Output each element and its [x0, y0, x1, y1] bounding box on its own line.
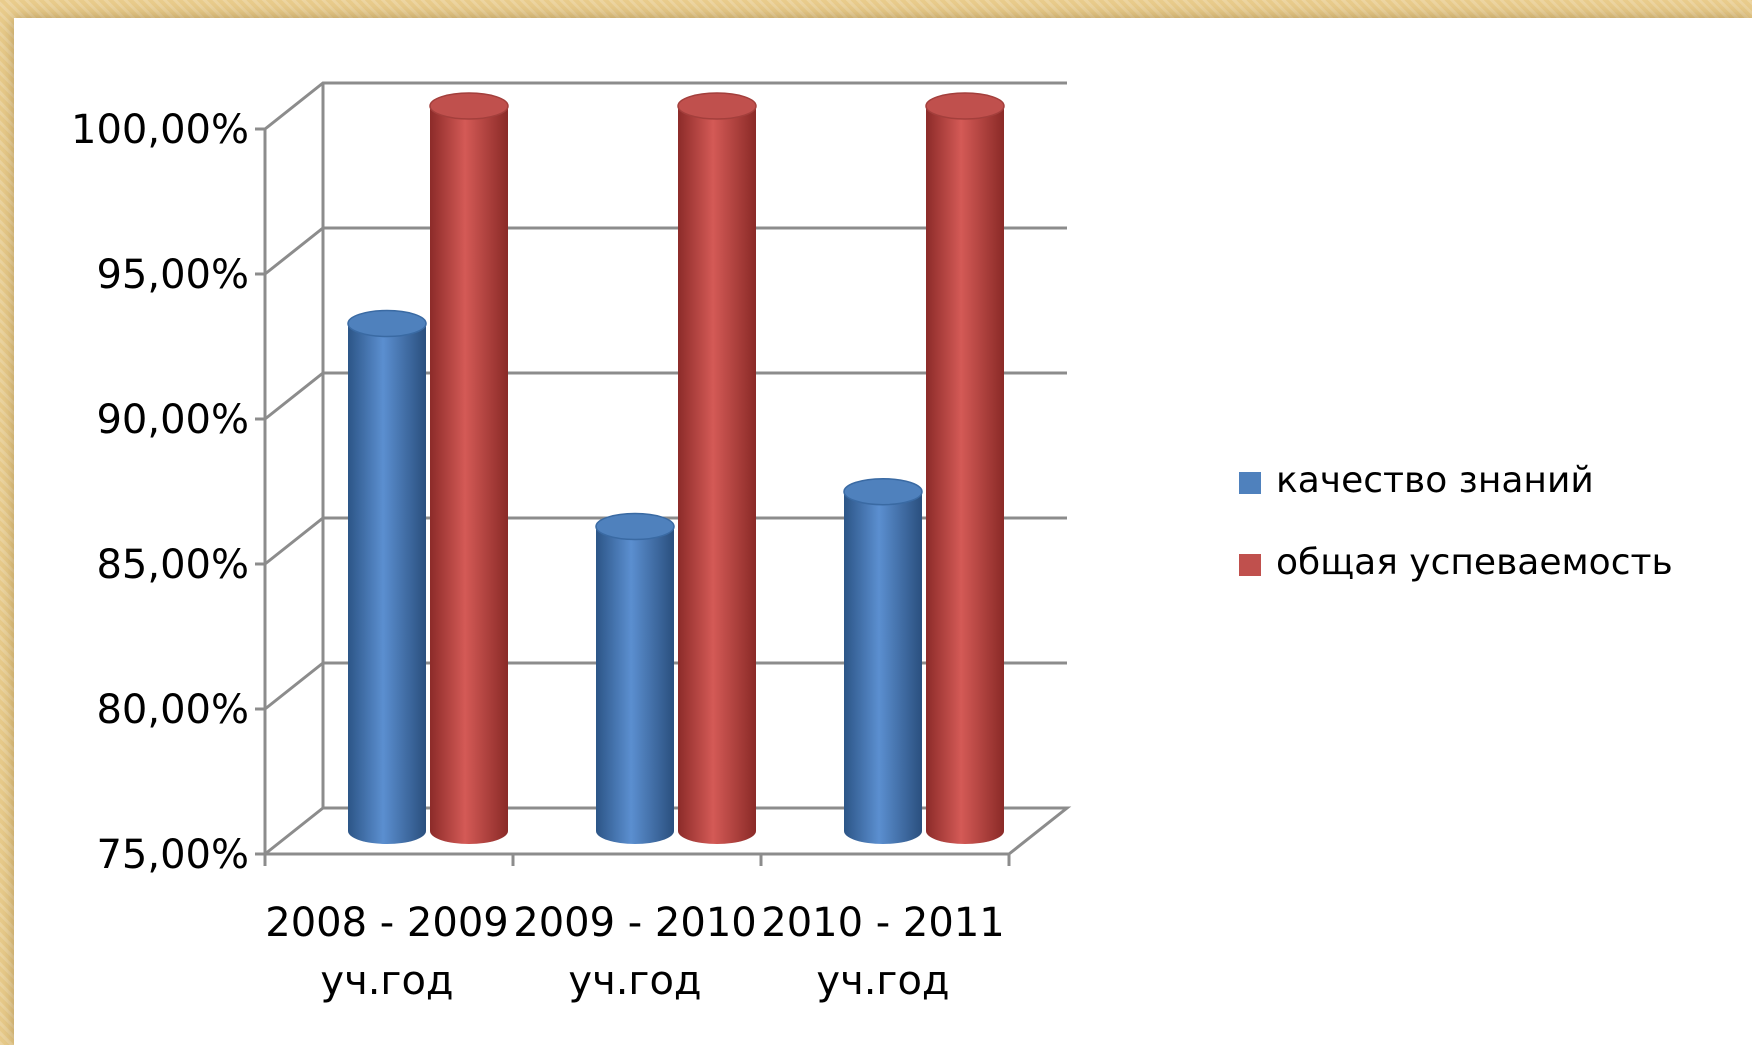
bar-body	[348, 323, 426, 844]
bar-top	[347, 309, 427, 338]
y-tick-label: 75,00%	[96, 832, 249, 878]
bar-top	[595, 512, 675, 541]
bar	[843, 477, 923, 844]
bar-top	[843, 477, 923, 506]
chart-panel: 75,00% 80,00% 85,00% 90,00% 95,00% 100,00% 20…	[14, 18, 1752, 1045]
bar-body	[678, 106, 756, 844]
x-category-label-line: уч.год	[568, 958, 701, 1004]
bar	[925, 92, 1005, 844]
x-category-label-line: уч.год	[320, 958, 453, 1004]
y-tick-label: 95,00%	[96, 252, 249, 298]
legend-label: качество знаний	[1276, 460, 1594, 501]
gridline	[264, 226, 1067, 276]
bar-top	[925, 92, 1005, 120]
gridline	[264, 81, 1067, 131]
x-category-label-line: 2009 - 2010	[513, 900, 756, 946]
bars	[347, 92, 1005, 844]
bar	[429, 92, 509, 844]
bar-chart: 75,00% 80,00% 85,00% 90,00% 95,00% 100,00% 20…	[71, 81, 1673, 1004]
x-category-label-line: 2010 - 2011	[761, 900, 1004, 946]
y-tick-label: 85,00%	[96, 542, 249, 588]
gridline	[264, 661, 1067, 711]
gridline	[264, 516, 1067, 566]
y-tick-label: 100,00%	[71, 107, 249, 153]
y-tick-label: 80,00%	[96, 687, 249, 733]
bar-body	[596, 526, 674, 844]
legend: качество знаний общая успеваемость	[1239, 460, 1673, 583]
gridline	[264, 371, 1067, 421]
bar	[347, 309, 427, 844]
x-category-label-line: уч.год	[816, 958, 949, 1004]
y-axis-ticks: 75,00% 80,00% 85,00% 90,00% 95,00% 100,00%	[71, 107, 265, 878]
bar	[595, 512, 675, 844]
bar-body	[430, 106, 508, 844]
legend-swatch	[1239, 472, 1261, 494]
legend-entry: общая успеваемость	[1239, 542, 1673, 583]
bar-top	[429, 92, 509, 120]
gridlines	[264, 81, 1072, 856]
bar-body	[926, 106, 1004, 844]
bar	[677, 92, 757, 844]
x-category-label-line: 2008 - 2009	[265, 900, 508, 946]
x-category-label: 2008 - 2009 уч.год	[265, 900, 508, 1004]
x-category-label: 2010 - 2011 уч.год	[761, 900, 1004, 1004]
x-category-label: 2009 - 2010 уч.год	[513, 900, 756, 1004]
bar-body	[844, 491, 922, 844]
legend-swatch	[1239, 554, 1261, 576]
axes	[263, 129, 1011, 866]
legend-entry: качество знаний	[1239, 460, 1594, 501]
y-tick-label: 90,00%	[96, 397, 249, 443]
bar-top	[677, 92, 757, 120]
legend-label: общая успеваемость	[1276, 542, 1673, 583]
